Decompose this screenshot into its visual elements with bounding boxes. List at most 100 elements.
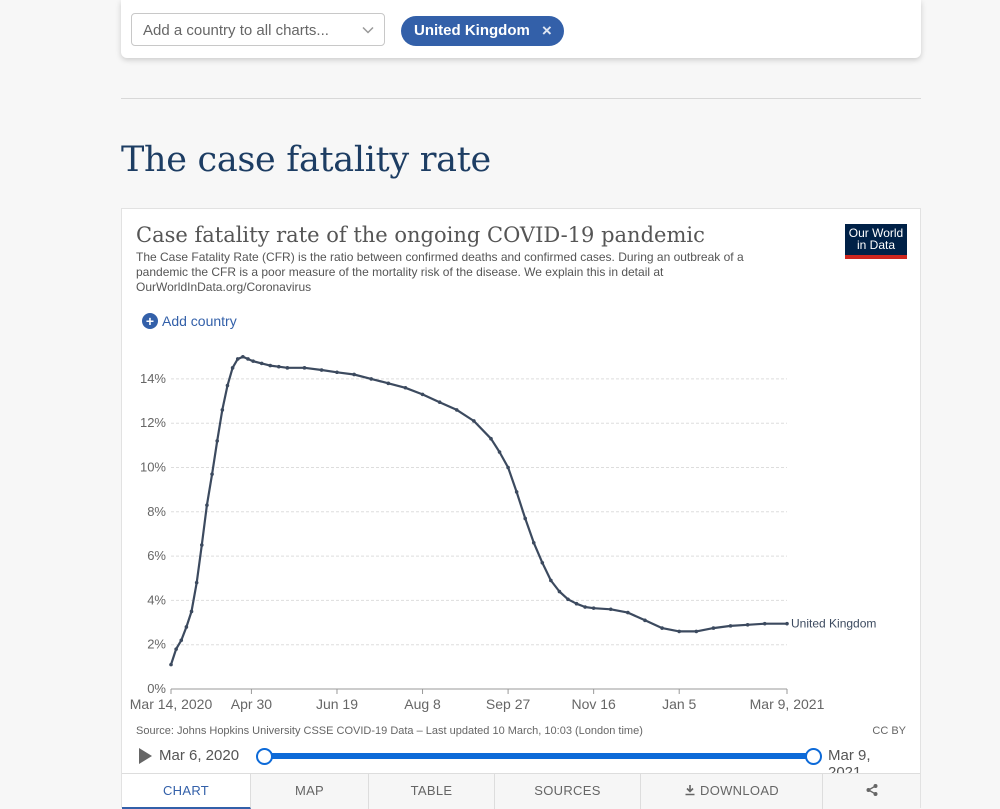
data-point xyxy=(472,419,476,423)
data-point xyxy=(694,629,699,634)
data-point xyxy=(626,610,630,615)
remove-country-icon[interactable]: × xyxy=(541,21,552,40)
data-point xyxy=(549,578,553,583)
chart-title: Case fatality rate of the ongoing COVID-… xyxy=(136,223,705,247)
download-icon xyxy=(685,785,695,796)
y-tick-label: 8% xyxy=(147,504,166,519)
line-chart: 0% 2% 4% 6% 8% 10% 12% 14% Mar 14, 2020 Apr 30 Jun… xyxy=(130,354,876,712)
data-point xyxy=(531,541,536,545)
data-point xyxy=(205,503,209,507)
data-point xyxy=(220,408,225,412)
data-point xyxy=(302,366,307,370)
add-country-placeholder: Add a country to all charts... xyxy=(143,22,329,39)
data-point xyxy=(643,618,647,623)
data-point xyxy=(489,436,493,441)
add-country-select[interactable]: Add a country to all charts... xyxy=(131,13,385,46)
data-point xyxy=(194,580,199,585)
y-tick-label: 12% xyxy=(140,415,166,430)
data-point xyxy=(210,472,214,476)
x-tick-label: Mar 9, 2021 xyxy=(750,696,825,712)
timeline-track[interactable] xyxy=(264,753,812,759)
data-point xyxy=(506,465,510,470)
data-point xyxy=(169,662,173,667)
y-tick-label: 2% xyxy=(147,637,166,652)
tab-chart[interactable]: CHART xyxy=(122,774,251,809)
timeline-start-label: Mar 6, 2020 xyxy=(159,747,240,764)
tab-share[interactable] xyxy=(823,774,920,809)
series-label: United Kingdom xyxy=(791,617,876,631)
data-point xyxy=(728,624,733,628)
data-point xyxy=(268,363,273,368)
data-point xyxy=(540,560,545,565)
data-point xyxy=(497,450,502,454)
add-country-label: Add country xyxy=(162,313,237,329)
timeline-slider: Mar 6, 2020 Mar 9, 2021 xyxy=(136,746,908,781)
x-tick-label: Aug 8 xyxy=(404,696,441,712)
y-tick-label: 6% xyxy=(147,548,166,563)
chart-source: Source: Johns Hopkins University CSSE CO… xyxy=(136,725,643,737)
chart-tab-bar: CHART MAP TABLE SOURCES DOWNLOAD xyxy=(122,773,920,809)
x-tick-label: Apr 30 xyxy=(231,696,272,712)
add-country-button[interactable]: + Add country xyxy=(142,313,237,329)
data-point xyxy=(319,368,324,372)
series-line xyxy=(169,355,787,665)
license-link[interactable]: CC BY xyxy=(872,725,906,737)
play-icon[interactable] xyxy=(139,748,152,764)
x-tick-label: Jun 19 xyxy=(316,696,358,712)
data-point xyxy=(277,364,281,369)
tab-map[interactable]: MAP xyxy=(251,774,369,809)
data-point xyxy=(514,490,519,494)
data-point xyxy=(241,354,245,359)
data-point xyxy=(174,647,178,651)
chevron-down-icon xyxy=(362,26,374,34)
chart-subtitle: The Case Fatality Rate (CFR) is the rati… xyxy=(136,250,744,294)
data-point xyxy=(215,439,219,443)
tab-table[interactable]: TABLE xyxy=(369,774,495,809)
chart-figure: Case fatality rate of the ongoing COVID-… xyxy=(121,208,921,809)
data-point xyxy=(583,605,587,609)
data-point xyxy=(235,357,240,361)
y-tick-label: 0% xyxy=(147,681,166,696)
timeline-end-handle[interactable] xyxy=(805,748,822,765)
data-point xyxy=(230,366,235,370)
data-point xyxy=(246,357,250,361)
data-point xyxy=(785,621,789,626)
data-point xyxy=(259,361,264,366)
data-point xyxy=(762,621,767,626)
data-point xyxy=(608,607,613,612)
data-point xyxy=(745,622,750,627)
logo-line-2: in Data xyxy=(856,238,896,252)
data-point xyxy=(200,543,204,547)
data-point xyxy=(523,516,527,521)
x-tick-label: Jan 5 xyxy=(662,696,696,712)
data-point xyxy=(179,638,184,643)
x-tick-label: Nov 16 xyxy=(571,696,616,712)
data-point xyxy=(566,597,570,602)
selected-country-chip[interactable]: United Kingdom × xyxy=(401,16,564,46)
country-picker-bar: Add a country to all charts... United Ki… xyxy=(121,0,921,58)
data-point xyxy=(574,601,579,606)
data-point xyxy=(352,372,356,377)
y-tick-label: 4% xyxy=(147,592,166,607)
logo-line-1: Our World xyxy=(848,226,904,240)
tab-download-label: DOWNLOAD xyxy=(700,783,779,798)
tab-download[interactable]: DOWNLOAD xyxy=(641,774,823,809)
x-tick-label: Mar 14, 2020 xyxy=(130,696,213,712)
section-divider xyxy=(121,98,921,99)
data-point xyxy=(557,589,562,594)
data-point xyxy=(403,385,408,390)
data-point xyxy=(386,381,391,386)
share-icon xyxy=(866,784,877,796)
data-point xyxy=(437,400,442,404)
y-tick-label: 10% xyxy=(140,460,166,475)
plus-icon: + xyxy=(142,313,158,329)
data-point xyxy=(677,629,681,634)
data-point xyxy=(335,370,339,375)
data-point xyxy=(660,626,664,630)
timeline-start-handle[interactable] xyxy=(256,748,273,765)
data-point xyxy=(591,606,596,610)
owid-logo[interactable]: Our World in Data xyxy=(845,224,907,259)
section-title: The case fatality rate xyxy=(121,140,491,180)
data-point xyxy=(189,609,194,614)
tab-sources[interactable]: SOURCES xyxy=(495,774,641,809)
